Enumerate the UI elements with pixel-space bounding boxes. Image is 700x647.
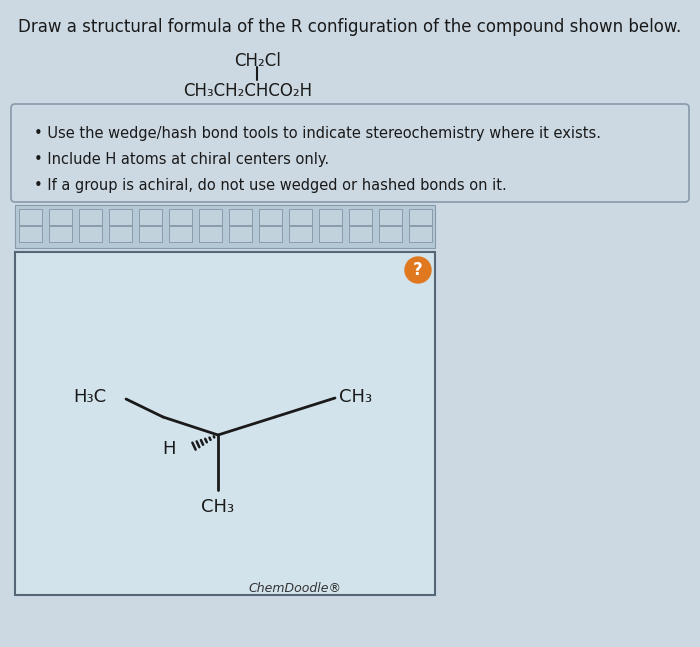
Text: CH₃CH₂CHCO₂H: CH₃CH₂CHCO₂H — [183, 82, 313, 100]
Bar — [289, 209, 312, 225]
Bar — [109, 209, 132, 225]
Bar — [259, 226, 282, 242]
Bar — [79, 209, 102, 225]
Bar — [19, 226, 42, 242]
Text: H: H — [162, 440, 176, 458]
Bar — [199, 226, 222, 242]
Bar — [169, 226, 192, 242]
Text: CH₂Cl: CH₂Cl — [234, 52, 281, 70]
Bar — [49, 209, 72, 225]
Bar — [199, 209, 222, 225]
Bar — [409, 209, 432, 225]
Text: CH₃: CH₃ — [202, 498, 235, 516]
Bar — [139, 209, 162, 225]
Text: • Use the wedge/hash bond tools to indicate stereochemistry where it exists.: • Use the wedge/hash bond tools to indic… — [34, 126, 601, 141]
Bar — [349, 209, 372, 225]
FancyBboxPatch shape — [11, 104, 689, 202]
Bar — [319, 209, 342, 225]
Bar — [379, 226, 402, 242]
Bar — [139, 226, 162, 242]
Bar — [289, 226, 312, 242]
Bar — [229, 226, 252, 242]
Bar — [409, 226, 432, 242]
Bar — [15, 205, 435, 248]
Text: • Include H atoms at chiral centers only.: • Include H atoms at chiral centers only… — [34, 152, 329, 167]
Bar — [19, 209, 42, 225]
Bar — [379, 209, 402, 225]
Text: Draw a structural formula of the R configuration of the compound shown below.: Draw a structural formula of the R confi… — [18, 18, 682, 36]
Text: H₃C: H₃C — [73, 388, 106, 406]
Text: • If a group is achiral, do not use wedged or hashed bonds on it.: • If a group is achiral, do not use wedg… — [34, 178, 507, 193]
Bar — [49, 226, 72, 242]
Text: CH₃: CH₃ — [339, 388, 372, 406]
Bar — [349, 226, 372, 242]
Bar — [79, 226, 102, 242]
Bar — [229, 209, 252, 225]
Bar — [319, 226, 342, 242]
Bar — [15, 252, 435, 595]
Text: ?: ? — [413, 261, 423, 279]
Text: ChemDoodle®: ChemDoodle® — [248, 582, 342, 595]
Circle shape — [405, 257, 431, 283]
Bar — [259, 209, 282, 225]
Bar — [109, 226, 132, 242]
Bar — [169, 209, 192, 225]
